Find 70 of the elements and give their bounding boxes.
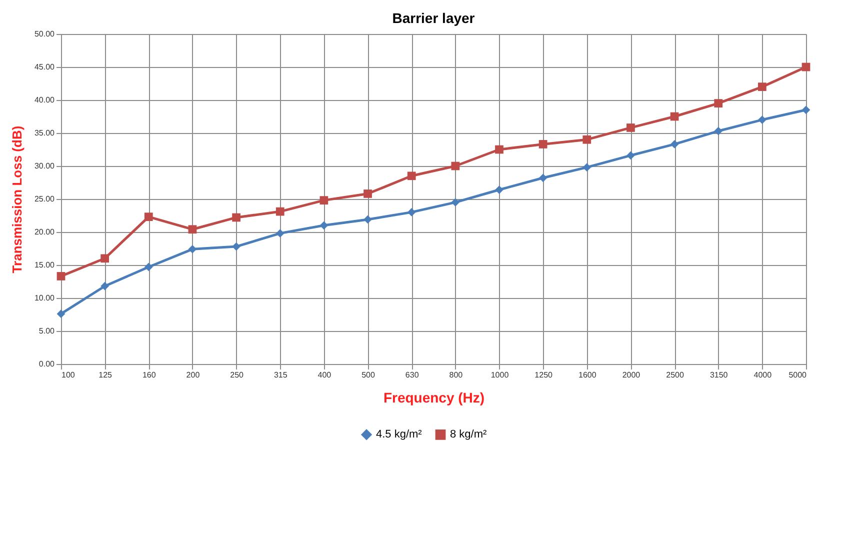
y-axis-title: Transmission Loss (dB)	[9, 126, 24, 274]
x-tick-label: 315	[274, 370, 288, 380]
point	[320, 221, 328, 230]
point	[100, 254, 110, 263]
point	[364, 190, 372, 198]
point	[626, 124, 635, 132]
point	[714, 99, 723, 108]
y-tick-label: 20.00	[34, 228, 56, 236]
x-tick-label: 100	[62, 370, 76, 380]
legend-label: 4.5 kg/m²	[376, 428, 422, 441]
x-tick-label: 2000	[622, 370, 641, 380]
point	[758, 82, 766, 91]
y-tick-label: 15.00	[34, 260, 56, 270]
point	[495, 186, 504, 194]
point	[626, 151, 635, 160]
x-tick-label: 4000	[754, 370, 772, 380]
point	[407, 208, 416, 216]
point	[495, 145, 504, 154]
x-axis-title: Frequency (Hz)	[383, 390, 485, 406]
point	[802, 62, 810, 72]
point	[538, 174, 548, 182]
point	[188, 225, 197, 234]
y-tick-label: 30.00	[34, 162, 56, 170]
x-tick-label: 200	[186, 370, 200, 380]
point	[232, 213, 240, 222]
point	[582, 163, 592, 172]
legend-label: 8 kg/m²	[450, 428, 488, 441]
x-tick-label: 3150	[710, 370, 728, 380]
point	[144, 262, 153, 272]
x-tick-label: 800	[449, 370, 464, 380]
point	[407, 172, 416, 180]
y-tick-label: 10.00	[34, 294, 56, 302]
point	[144, 212, 153, 222]
x-tick-label: 160	[142, 370, 156, 380]
y-tick-label: 45.00	[34, 62, 56, 72]
x-tick-label: 500	[362, 370, 376, 380]
point	[451, 162, 460, 170]
y-tick-label: 35.00	[34, 128, 56, 138]
point	[670, 112, 679, 121]
x-tick-label: 400	[318, 370, 332, 380]
point	[56, 272, 66, 280]
y-tick-label: 40.00	[34, 96, 56, 104]
point	[232, 242, 240, 251]
x-tick-label: 1250	[534, 370, 554, 380]
chart-title: Barrier layer	[392, 10, 476, 26]
point	[276, 207, 284, 216]
x-tick-label: 250	[230, 370, 244, 380]
point	[538, 140, 548, 148]
point	[364, 215, 372, 224]
x-tick-label: 5000	[788, 370, 808, 380]
y-tick-label: 25.00	[34, 194, 56, 204]
point	[451, 198, 460, 206]
point	[802, 106, 810, 114]
x-tick-label: 125	[98, 370, 113, 380]
point	[320, 196, 328, 205]
point	[758, 116, 766, 124]
x-tick-label: 1600	[578, 370, 597, 380]
point	[582, 135, 592, 144]
x-tick-label: 1000	[490, 370, 510, 380]
point	[56, 310, 66, 318]
point	[714, 126, 723, 136]
x-tick-label: 2500	[666, 370, 684, 380]
y-tick-label: 0.00	[38, 360, 56, 368]
point	[188, 244, 197, 254]
y-tick-label: 50.00	[34, 30, 56, 38]
y-tick-label: 5.00	[38, 326, 56, 336]
point	[670, 140, 679, 148]
point	[100, 282, 110, 290]
x-tick-label: 630	[405, 370, 420, 380]
point	[276, 229, 284, 238]
